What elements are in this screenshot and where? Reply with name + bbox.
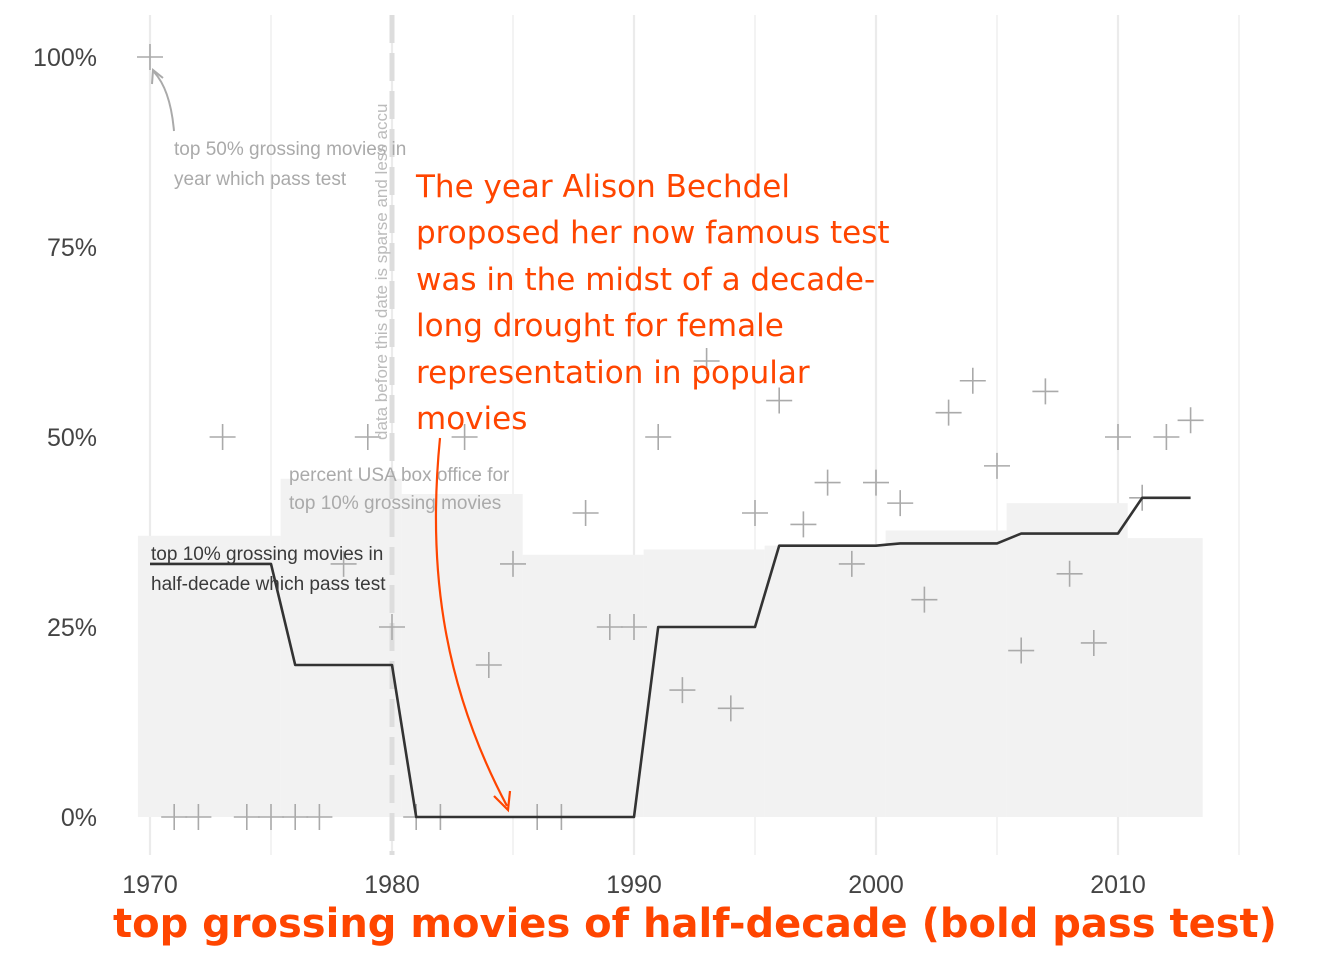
area-step-1 xyxy=(280,478,402,817)
point-1985 xyxy=(500,550,526,577)
points-label-arrowhead xyxy=(151,68,164,85)
point-1990 xyxy=(621,614,647,640)
area-step-6 xyxy=(885,530,1007,817)
callout-line-1: The year Alison Bechdel xyxy=(415,169,790,205)
box-office-area xyxy=(137,478,1203,817)
y-tick-label-4: 100% xyxy=(33,44,97,72)
half-decade-line xyxy=(150,496,1191,819)
callout-arrowhead xyxy=(493,790,512,813)
x-tick-label-2000: 2000 xyxy=(848,871,904,899)
y-tick-label-2: 50% xyxy=(47,424,97,452)
point-1976 xyxy=(282,804,309,830)
area-step-7 xyxy=(1006,503,1128,817)
y-tick-label-0: 0% xyxy=(61,804,97,832)
cutoff-label: data before this date is sparse and less… xyxy=(372,104,391,440)
point-2008 xyxy=(1056,560,1083,587)
point-2000 xyxy=(863,469,889,496)
point-1971 xyxy=(161,804,188,830)
point-1974 xyxy=(233,804,260,830)
callout-line-4: long drought for female xyxy=(416,308,784,344)
callout-arrow xyxy=(434,437,508,807)
x-axis-ticks: 1970 1980 1990 2000 2010 xyxy=(122,871,1146,899)
area-annotation-line-2: top 10% grossing movies xyxy=(289,493,501,514)
x-tick-label-1970: 1970 xyxy=(122,871,178,899)
point-1991 xyxy=(645,424,672,450)
point-1978 xyxy=(330,550,357,577)
point-2013 xyxy=(1177,407,1204,434)
point-1997 xyxy=(790,511,817,538)
y-tick-label-3: 75% xyxy=(47,234,97,262)
point-2005 xyxy=(984,452,1010,479)
y-axis-ticks: 0% 25% 50% 75% 100% xyxy=(33,44,97,832)
point-2006 xyxy=(1008,637,1035,664)
area-annotation-line-1: percent USA box office for xyxy=(289,465,510,486)
point-2004 xyxy=(959,367,986,394)
point-1975 xyxy=(258,804,284,830)
point-1979 xyxy=(354,424,381,450)
point-2003 xyxy=(935,399,962,426)
point-1977 xyxy=(306,804,333,830)
points-annotation-line-2: year which pass test xyxy=(174,169,347,190)
point-1989 xyxy=(596,614,623,640)
point-1994 xyxy=(717,695,744,722)
point-1998 xyxy=(814,469,841,496)
point-2001 xyxy=(887,490,914,517)
x-axis-label: top grossing movies of half-decade (bold… xyxy=(113,901,1277,947)
line-annotation-line-2: half-decade which pass test xyxy=(151,574,386,595)
callout-line-3: was in the midst of a decade- xyxy=(416,262,875,298)
point-1992 xyxy=(669,677,696,704)
area-step-4 xyxy=(643,549,765,817)
point-2007 xyxy=(1032,378,1059,405)
area-step-5 xyxy=(764,545,886,817)
callout-line-2: proposed her now famous test xyxy=(416,215,890,251)
callout-text: The year Alison Bechdel proposed her now… xyxy=(415,169,890,437)
point-2009 xyxy=(1080,629,1107,656)
line-annotation-line-1: top 10% grossing movies in xyxy=(151,544,383,565)
area-step-3 xyxy=(522,554,644,817)
point-1999 xyxy=(838,550,865,577)
point-1980 xyxy=(379,614,405,640)
point-1984 xyxy=(475,652,502,678)
callout-line-5: representation in popular xyxy=(416,355,810,391)
point-1983 xyxy=(451,424,478,450)
x-tick-label-1980: 1980 xyxy=(364,871,420,899)
point-1988 xyxy=(572,500,599,526)
x-tick-label-1990: 1990 xyxy=(606,871,662,899)
points-label-arrow xyxy=(153,71,175,132)
point-1995 xyxy=(742,500,768,526)
point-2002 xyxy=(911,586,938,613)
x-tick-label-2010: 2010 xyxy=(1090,871,1146,899)
callout-line-6: movies xyxy=(416,401,527,437)
area-step-8 xyxy=(1127,538,1203,817)
point-1996 xyxy=(766,387,793,414)
area-step-2 xyxy=(401,494,523,817)
point-1973 xyxy=(209,424,236,450)
point-1970 xyxy=(137,44,163,70)
y-tick-label-1: 25% xyxy=(47,614,97,642)
area-step-0 xyxy=(137,535,281,817)
point-1993 xyxy=(693,348,720,374)
half-decade-pass-line xyxy=(150,496,1191,819)
point-1972 xyxy=(185,804,212,830)
point-2012 xyxy=(1153,424,1180,450)
points-annotation-line-1: top 50% grossing movies in xyxy=(174,139,406,160)
point-2010 xyxy=(1105,424,1131,450)
